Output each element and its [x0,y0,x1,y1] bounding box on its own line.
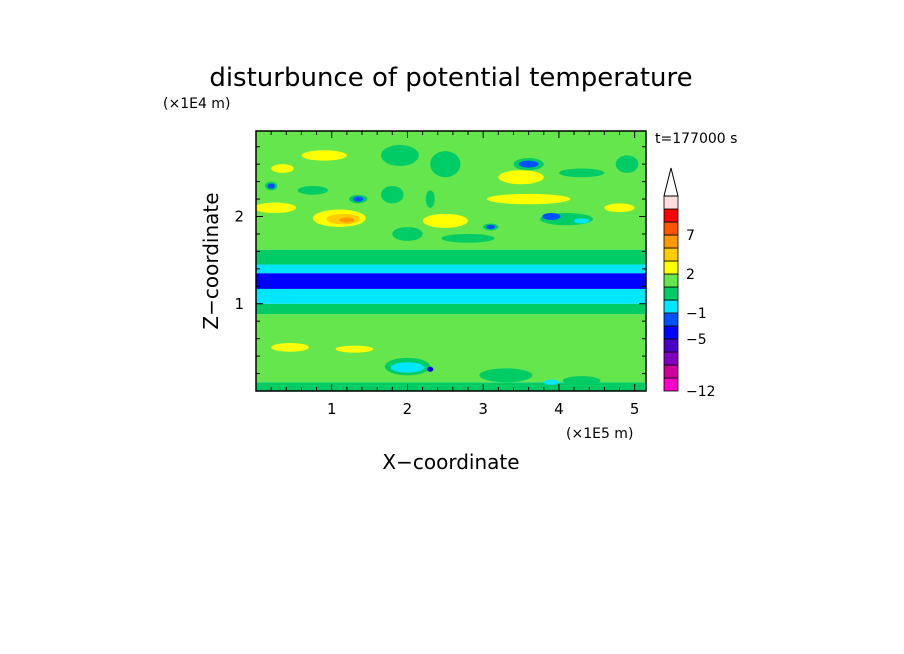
contour-feature-3 [390,362,425,373]
contour-feature-30 [486,193,571,205]
contour-feature-28 [518,160,539,168]
contour-feature-39 [574,265,635,273]
colorbar-segment [663,234,679,249]
contour-feature-19 [392,226,423,241]
colorbar-segment [663,273,679,288]
colorbar-segment [663,247,679,262]
contour-feature-6 [562,376,601,385]
contour-band-1 [256,314,646,383]
colorbar-tick-labels: −12−5−127 [686,228,716,400]
colorbar-segment [663,260,679,275]
contour-band-3 [256,288,646,304]
contour-feature-31 [422,213,469,228]
colorbar-segment [663,312,679,327]
colorbar-tick-label: 2 [686,267,695,283]
contour-band-2 [256,303,646,315]
colorbar-segment [663,351,679,366]
contour-feature-18 [380,185,404,204]
x-axis-label: X−coordinate [382,450,519,474]
x-tick-label: 1 [327,400,337,418]
contour-feature-36 [380,144,419,166]
contour-feature-34 [604,203,635,213]
contour-feature-22 [486,224,496,230]
plot-border [255,130,647,392]
contour-feature-8 [256,202,297,214]
y-tick-labels: 12 [234,208,244,313]
contour-feature-15 [297,185,328,195]
x-tick-label: 4 [554,400,564,418]
colorbar-tick-label: −1 [686,306,707,322]
y-tick-label: 1 [234,295,244,313]
contour-band-0 [256,382,646,391]
contour-band-5 [256,264,646,274]
colorbar-segment [663,286,679,301]
colorbar-segment [663,377,679,392]
contour-feature-7 [543,379,559,385]
y-axis-label: Z−coordinate [199,192,223,329]
time-label: t=177000 s [655,131,737,147]
colorbar-segment [663,299,679,314]
colorbar-segment [663,338,679,353]
x-tick-label: 3 [478,400,488,418]
x-tick-label: 2 [403,400,413,418]
contour-feature-29 [498,170,544,185]
colorbar-tick-label: −12 [686,384,716,400]
contour-feature-38 [392,250,514,261]
contour-feature-37 [301,150,347,161]
contour-feature-13 [267,183,275,189]
contour-feature-11 [339,217,355,223]
x-tick-label: 5 [630,400,640,418]
contour-feature-33 [558,168,605,178]
contour-feature-0 [271,343,310,352]
colorbar-tick-label: 7 [686,228,695,244]
contour-feature-14 [271,164,294,173]
contour-feature-23 [425,190,435,208]
contour-feature-17 [352,196,364,202]
colorbar-extend-triangle [663,167,679,197]
x-unit-label: (×1E5 m) [566,426,633,442]
x-tick-labels: 1 2 3 4 5 [327,400,639,418]
contour-feature-20 [441,233,495,243]
colorbar-segment [663,364,679,379]
contour-feature-32 [430,151,461,178]
contour-feature-35 [615,155,639,173]
colorbar-segment [663,208,679,223]
contour-band-4 [256,273,646,289]
plot-area [256,131,646,391]
y-tick-label: 2 [234,208,244,226]
contour-feature-25 [542,213,561,220]
contour-feature-4 [427,366,434,372]
colorbar [663,167,679,392]
y-unit-label: (×1E4 m) [163,96,230,112]
contour-feature-26 [574,218,590,224]
plot-frame [255,130,647,392]
colorbar-tick-label: −5 [686,332,707,348]
contour-feature-1 [335,345,374,353]
colorbar-segment [663,325,679,340]
colorbar-segment-over [663,195,679,210]
colorbar-segment [663,221,679,236]
chart-title: disturbunce of potential temperature [209,63,692,93]
contour-feature-5 [479,368,533,383]
